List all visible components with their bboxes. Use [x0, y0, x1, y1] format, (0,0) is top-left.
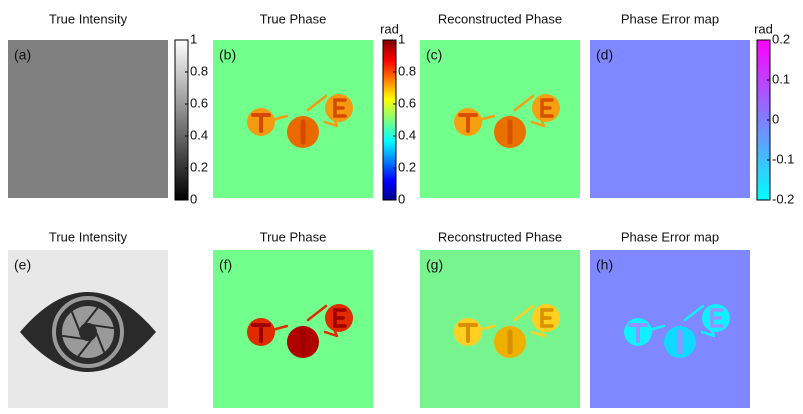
panel: Reconstructed Phase (c) [420, 11, 580, 198]
colorbar-tick-label: 0.1 [772, 71, 790, 86]
colorbar-tick-label: 0 [398, 191, 405, 206]
panel-title: Reconstructed Phase [438, 229, 562, 244]
panel: Reconstructed Phase (g) [420, 229, 580, 408]
colorbar-tick-label: 1 [398, 31, 405, 46]
colorbar-tick-label: 0.4 [190, 127, 208, 142]
colorbar-tick-label: 0.2 [398, 159, 416, 174]
figure: True Intensity (a) True Phase (b) Reconstruc… [0, 0, 803, 409]
panel-title: Phase Error map [621, 229, 719, 244]
panel-image [8, 40, 168, 198]
colorbar-tick-label: 0.6 [398, 95, 416, 110]
colorbar-scale [383, 40, 396, 200]
colorbar-tick-label: 0.8 [190, 63, 208, 78]
panel-image [213, 250, 373, 408]
colorbar-unit: rad [380, 21, 399, 36]
colorbar-tick-label: 0.6 [190, 95, 208, 110]
colorbar-tick-label: 0.2 [190, 159, 208, 174]
panel-image [590, 40, 750, 198]
panel: True Phase (f) [213, 229, 373, 408]
colorbar-tick-label: 0 [772, 111, 779, 126]
panel-label: (e) [14, 257, 31, 273]
colorbar-tick-label: 0.8 [398, 63, 416, 78]
panel-image [420, 40, 580, 198]
panel-label: (f) [219, 257, 232, 273]
panel: True Intensity (e) [8, 229, 168, 408]
panel-label: (h) [596, 257, 613, 273]
colorbar-tick-label: -0.1 [772, 151, 794, 166]
colorbar-tick-label: 0.4 [398, 127, 416, 142]
panel-title: True Intensity [49, 11, 128, 26]
panel-title: True Phase [260, 11, 327, 26]
panel-title: Phase Error map [621, 11, 719, 26]
panel: Phase Error map (h) [590, 229, 750, 408]
panel-title: True Intensity [49, 229, 128, 244]
panel: Phase Error map (d) [590, 11, 750, 198]
colorbar-tick-label: -0.2 [772, 191, 794, 206]
panel-title: True Phase [260, 229, 327, 244]
panel-label: (a) [14, 47, 31, 63]
colorbar-tick-label: 0 [190, 191, 197, 206]
colorbar-unit: rad [754, 21, 773, 36]
panel-image [420, 250, 580, 408]
colorbar-tick-label: 1 [190, 31, 197, 46]
panel-label: (d) [596, 47, 613, 63]
panel-label: (c) [426, 47, 442, 63]
panel-label: (b) [219, 47, 236, 63]
eye-pupil [79, 323, 97, 341]
panel-label: (g) [426, 257, 443, 273]
panel: True Intensity (a) [8, 11, 168, 198]
panel: True Phase (b) [213, 11, 373, 198]
panel-image [590, 250, 750, 408]
panel-title: Reconstructed Phase [438, 11, 562, 26]
panel-image [213, 40, 373, 198]
colorbar-scale [175, 40, 188, 200]
colorbar: 0 0.2 0.4 0.6 0.8 1 [175, 31, 208, 206]
colorbar-tick-label: 0.2 [772, 31, 790, 46]
